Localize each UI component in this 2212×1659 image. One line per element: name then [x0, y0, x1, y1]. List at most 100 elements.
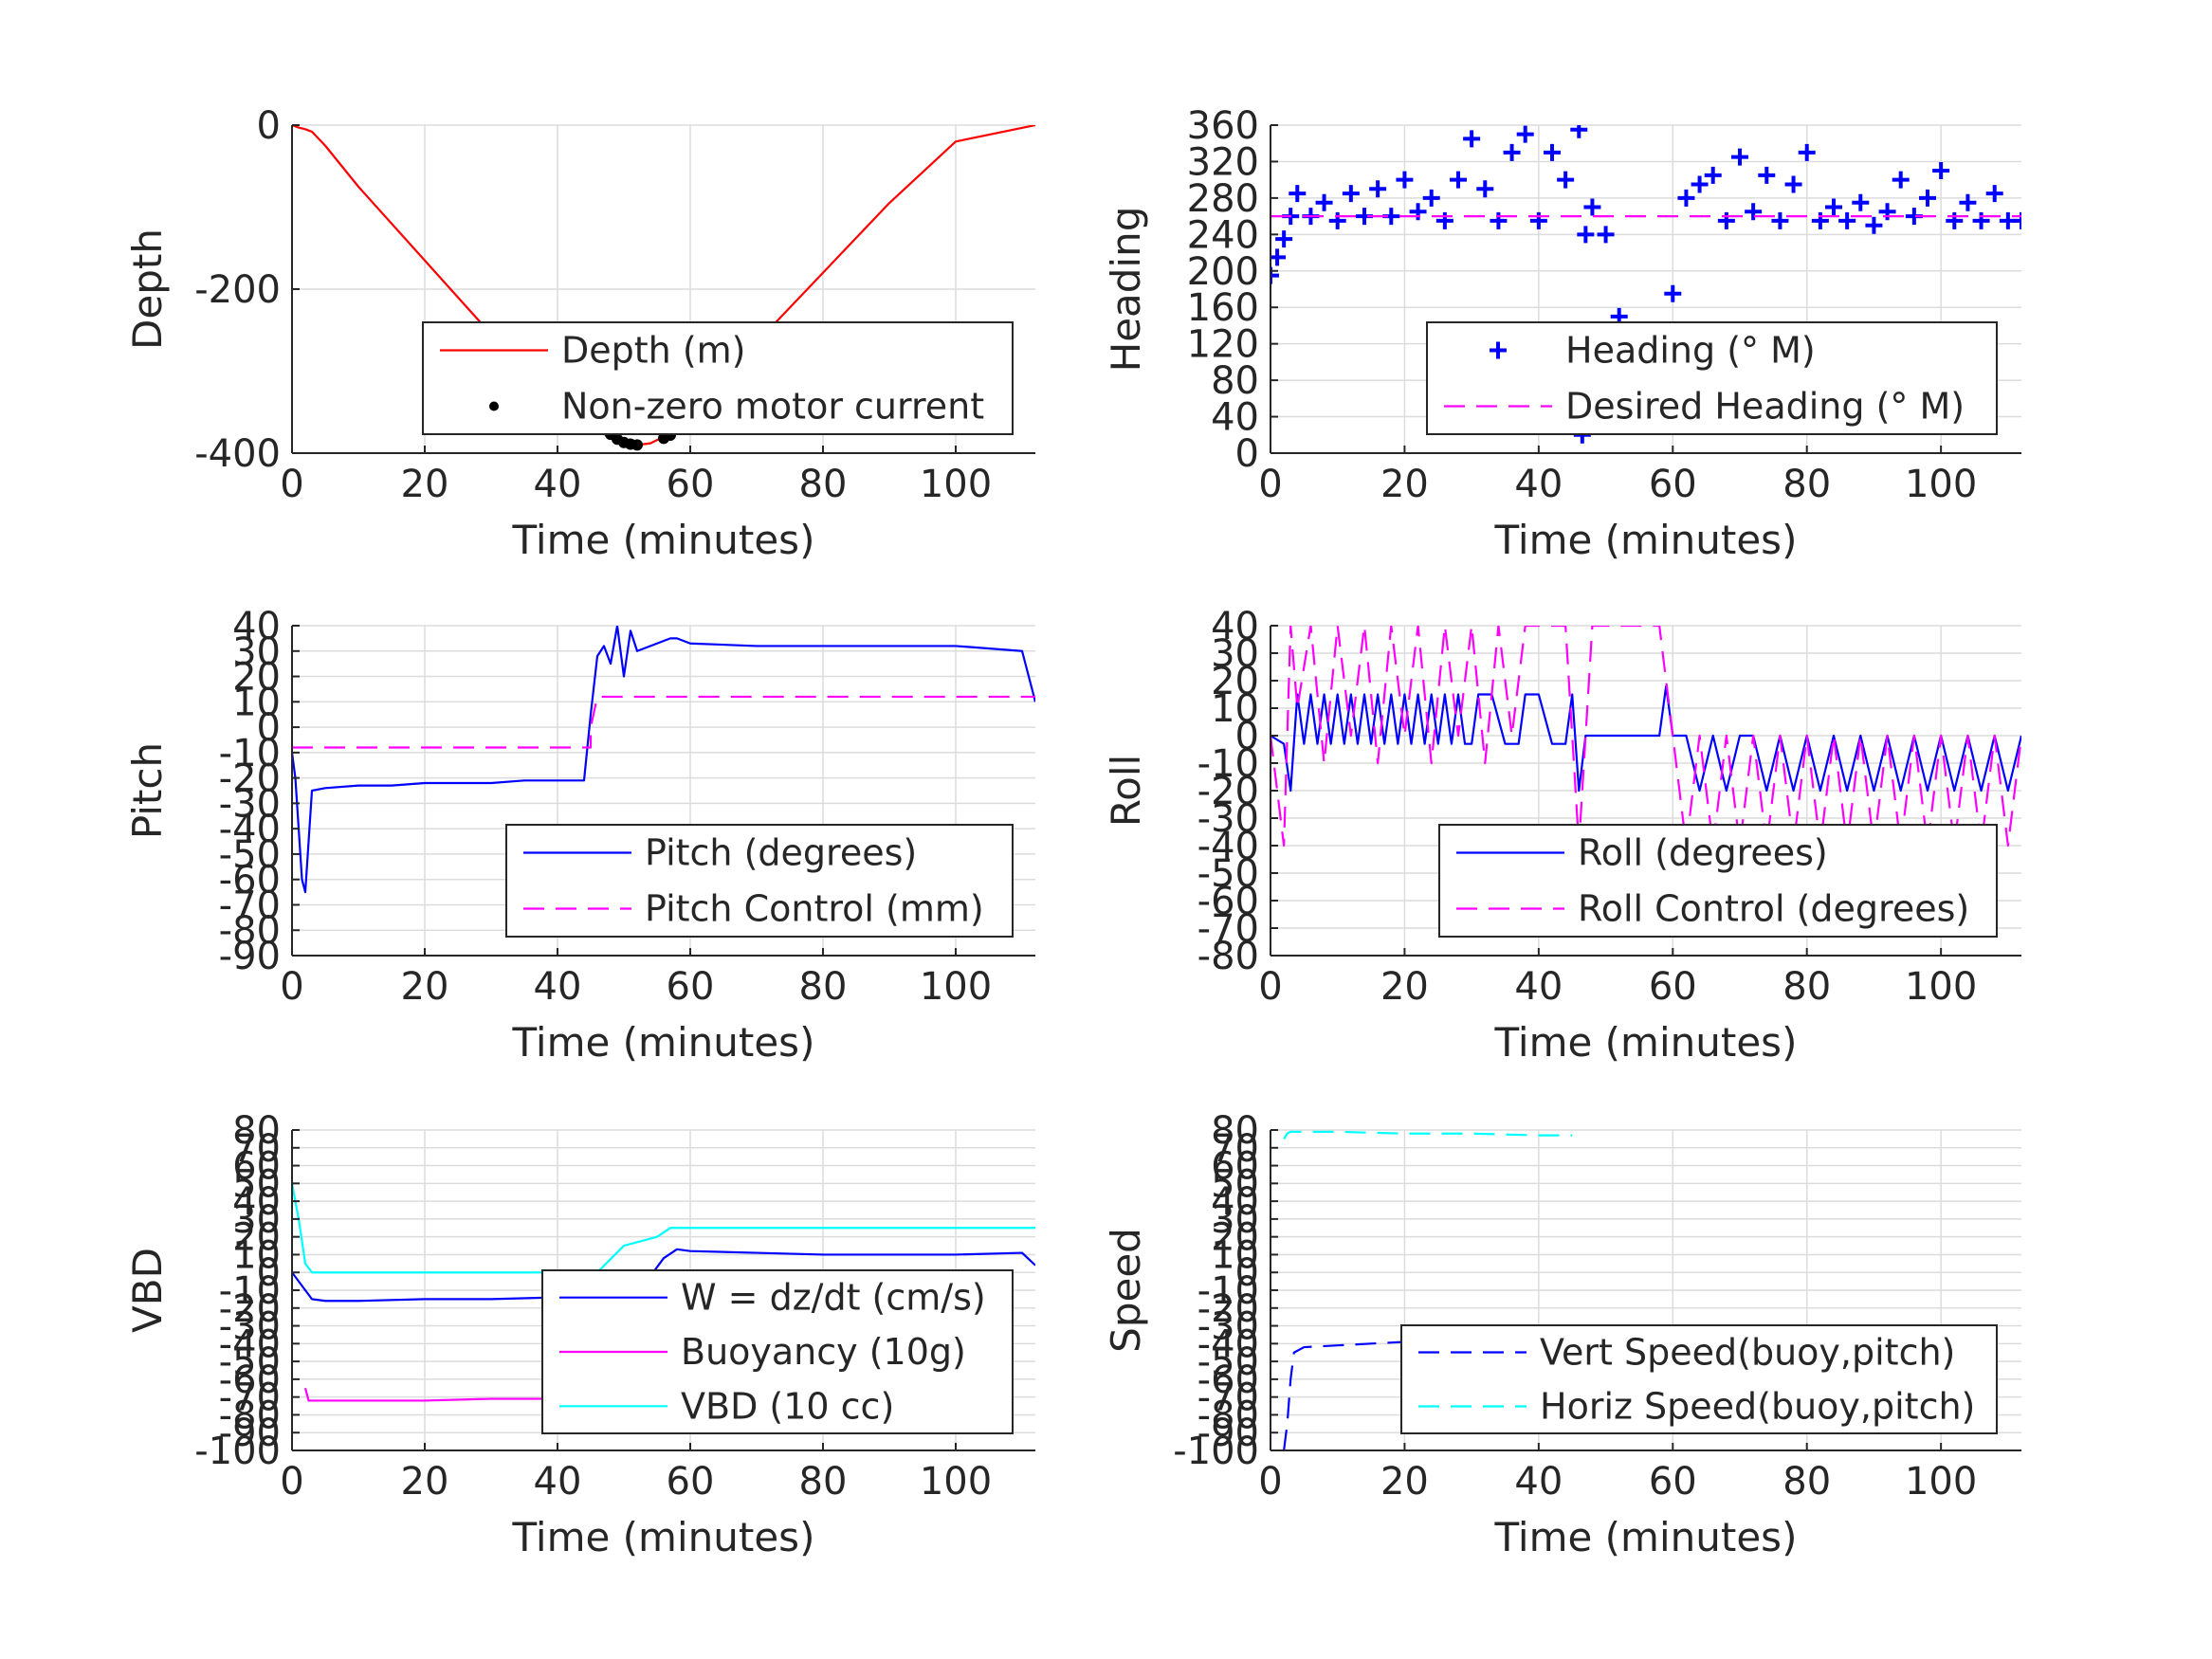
- chart-4: 0 20 40 60 80 100403020100-10-20-30-40-50-60-…: [1103, 605, 2021, 1066]
- data-point: [1946, 211, 1964, 229]
- y-axis-label: Roll: [1103, 755, 1149, 827]
- data-point: [1959, 193, 1977, 211]
- x-tick-label: 40: [1514, 463, 1563, 506]
- legend: Heading (° M) Desired Heading (° M): [1426, 321, 1998, 435]
- x-tick-label: 20: [401, 1460, 449, 1504]
- y-tick-label: -20: [219, 757, 281, 801]
- x-tick-label: 80: [1782, 965, 1831, 1009]
- y-tick-label: 160: [1187, 286, 1259, 330]
- y-tick-label: 10: [1211, 687, 1259, 731]
- x-tick-label: 80: [799, 1460, 848, 1504]
- data-point: [1529, 211, 1547, 229]
- series-1-line: [292, 626, 1035, 894]
- x-tick-label: 60: [1649, 1460, 1697, 1504]
- data-point: [1516, 125, 1534, 143]
- y-tick-label: 40: [232, 605, 281, 648]
- chart-5: 0 20 40 60 80 10080706050403020100-10-20-30-4…: [124, 1109, 1035, 1560]
- series-group: [292, 626, 1035, 894]
- y-axis-label: Speed: [1103, 1228, 1149, 1353]
- y-tick-label: -30: [1197, 797, 1259, 841]
- y-tick-label: 10: [232, 1233, 281, 1277]
- x-axis-label: Time (minutes): [1494, 1019, 1798, 1066]
- x-tick-label: 100: [1905, 463, 1977, 506]
- x-tick-label: 80: [799, 965, 848, 1009]
- x-axis-label: Time (minutes): [512, 1019, 815, 1066]
- series-2-line: [1283, 1130, 1573, 1139]
- y-tick-label: -80: [1197, 1394, 1259, 1437]
- y-tick-label: 200: [1187, 250, 1259, 294]
- series-group: [1283, 1130, 1573, 1450]
- y-tick-label: -30: [219, 1305, 281, 1349]
- series-1-line: [1283, 1337, 1552, 1450]
- y-tick-label: 70: [1211, 1127, 1259, 1171]
- y-axis-label: Pitch: [124, 742, 171, 839]
- x-tick-label: 0: [280, 965, 303, 1009]
- x-tick-label: 60: [667, 1460, 715, 1504]
- legend-label: Vert Speed(buoy,pitch): [1540, 1332, 1955, 1374]
- y-tick-label: 240: [1187, 213, 1259, 257]
- y-tick-label: -40: [1197, 825, 1259, 868]
- y-tick-label: -40: [219, 1322, 281, 1366]
- y-tick-label: -90: [219, 935, 281, 978]
- y-tick-label: 40: [1211, 396, 1259, 440]
- y-tick-label: 50: [232, 1162, 281, 1206]
- y-tick-label: -90: [219, 1412, 281, 1455]
- y-tick-label: -80: [1197, 935, 1259, 978]
- y-tick-label: -20: [219, 1287, 281, 1331]
- data-point: [1271, 266, 1279, 284]
- x-tick-label: 20: [401, 463, 449, 506]
- legend-marker: [489, 401, 499, 411]
- data-point: [1597, 226, 1615, 244]
- data-point: [1717, 211, 1735, 229]
- legend-box: [1438, 824, 1998, 938]
- legend-label: Pitch (degrees): [645, 832, 917, 874]
- data-point: [1577, 226, 1595, 244]
- y-tick-label: -40: [1197, 1322, 1259, 1366]
- x-tick-label: 100: [920, 965, 992, 1009]
- chart-3: 0 20 40 60 80 100403020100-10-20-30-40-50-60-…: [124, 605, 1035, 1066]
- y-tick-label: -10: [219, 1269, 281, 1313]
- y-tick-label: 280: [1187, 177, 1259, 221]
- x-tick-label: 0: [1258, 965, 1282, 1009]
- y-tick-label: 10: [1211, 1233, 1259, 1277]
- chart-2: 0 20 40 60 80 10004080120160200240280320360Ti…: [1103, 104, 2021, 563]
- y-tick-label: -10: [1197, 742, 1259, 786]
- data-point: [2013, 211, 2021, 229]
- data-point: [1852, 193, 1870, 211]
- y-tick-label: -30: [219, 782, 281, 826]
- data-point: [1463, 130, 1481, 148]
- data-point: [1275, 230, 1293, 248]
- y-tick-label: 20: [232, 656, 281, 700]
- legend-label: Roll (degrees): [1578, 832, 1828, 874]
- data-point: [1503, 143, 1521, 161]
- y-tick-label: -40: [219, 808, 281, 851]
- y-tick-label: 40: [1211, 605, 1259, 648]
- data-point: [631, 439, 643, 451]
- x-tick-label: 0: [1258, 463, 1282, 506]
- y-tick-label: -70: [219, 884, 281, 927]
- data-point: [1892, 171, 1910, 189]
- y-tick-label: -30: [1197, 1305, 1259, 1349]
- data-point: [1798, 143, 1816, 161]
- data-point: [1865, 216, 1883, 234]
- x-tick-label: 40: [534, 965, 582, 1009]
- series-2-line: [292, 695, 1035, 749]
- legend: W = dz/dt (cm/s) Buoyancy (10g) VBD (10 cc…: [541, 1269, 1014, 1434]
- y-tick-label: -400: [194, 432, 281, 476]
- legend-label: Non-zero motor current: [561, 386, 984, 428]
- x-tick-label: 60: [667, 463, 715, 506]
- legend-box: [1426, 321, 1998, 435]
- y-tick-label: 20: [1211, 660, 1259, 703]
- y-tick-label: 40: [1211, 1180, 1259, 1224]
- data-point: [1784, 175, 1802, 193]
- data-point: [1583, 198, 1601, 216]
- data-point: [1409, 203, 1427, 221]
- y-tick-label: -50: [219, 833, 281, 877]
- data-point: [1435, 211, 1453, 229]
- y-tick-label: 0: [257, 706, 281, 750]
- x-tick-label: 100: [920, 1460, 992, 1504]
- data-point: [1315, 193, 1333, 211]
- x-axis-label: Time (minutes): [1494, 517, 1798, 563]
- legend-box: [505, 824, 1014, 938]
